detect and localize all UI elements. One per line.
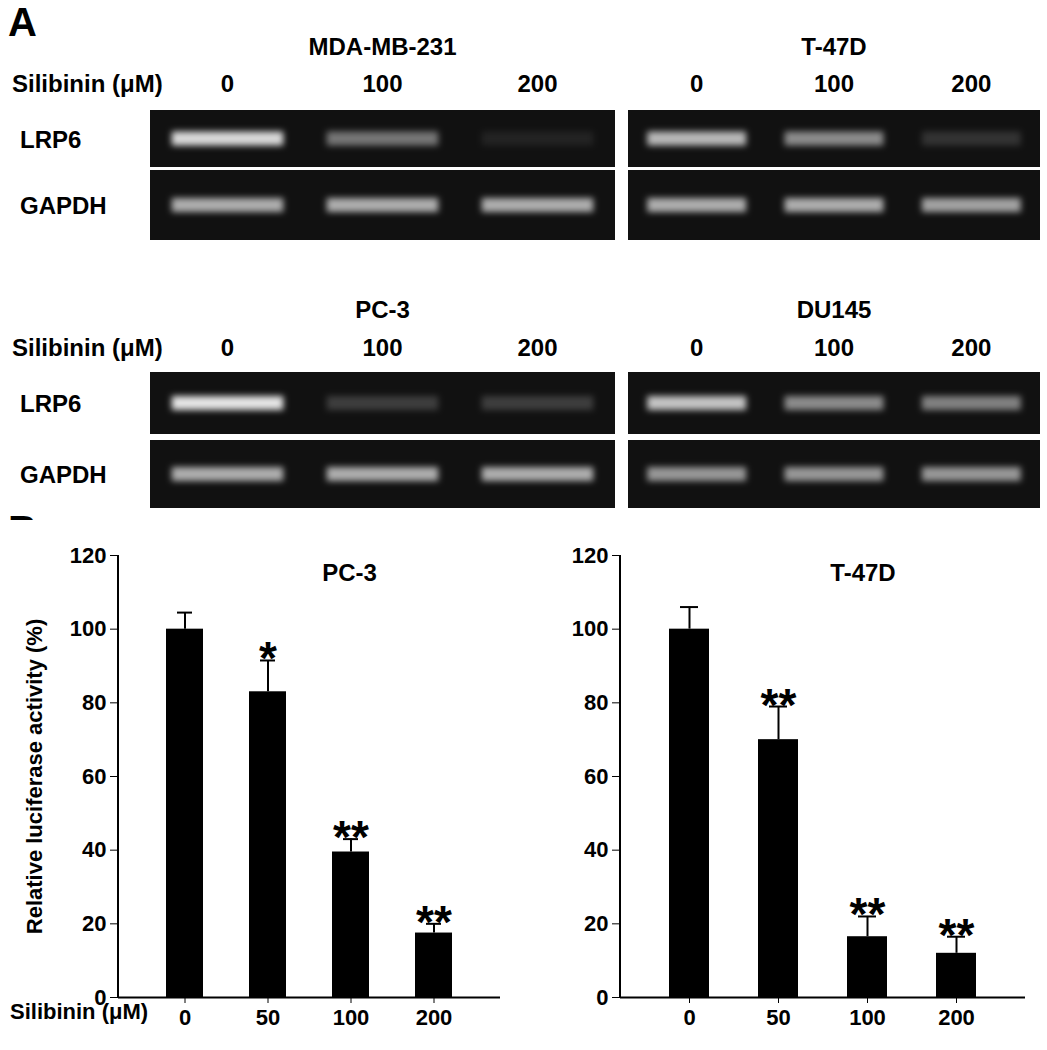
svg-text:20: 20: [82, 911, 106, 936]
svg-text:50: 50: [256, 1005, 280, 1030]
svg-text:200: 200: [517, 70, 557, 97]
svg-text:100: 100: [362, 70, 402, 97]
svg-text:0: 0: [683, 1005, 695, 1030]
svg-text:0: 0: [690, 334, 703, 361]
svg-text:200: 200: [951, 70, 991, 97]
svg-text:200: 200: [517, 334, 557, 361]
svg-text:60: 60: [584, 764, 608, 789]
svg-text:LRP6: LRP6: [20, 126, 81, 153]
svg-text:T-47D: T-47D: [801, 33, 866, 60]
svg-text:50: 50: [766, 1005, 790, 1030]
svg-text:100: 100: [849, 1005, 886, 1030]
svg-text:*: *: [259, 632, 277, 684]
svg-text:**: **: [333, 811, 369, 863]
svg-text:0: 0: [221, 70, 234, 97]
svg-text:PC-3: PC-3: [355, 296, 410, 323]
svg-text:GAPDH: GAPDH: [20, 192, 107, 219]
svg-text:Silibinin (μM): Silibinin (μM): [12, 70, 163, 97]
svg-text:40: 40: [82, 837, 106, 862]
svg-text:0: 0: [179, 1005, 191, 1030]
svg-text:**: **: [850, 888, 886, 940]
svg-text:200: 200: [938, 1005, 975, 1030]
svg-text:PC-3: PC-3: [322, 559, 377, 586]
svg-text:120: 120: [572, 543, 609, 568]
svg-text:Relative luciferase activity (: Relative luciferase activity (%): [22, 619, 47, 934]
svg-text:80: 80: [82, 690, 106, 715]
svg-text:100: 100: [814, 334, 854, 361]
svg-text:GAPDH: GAPDH: [20, 461, 107, 488]
svg-text:0: 0: [221, 334, 234, 361]
svg-text:80: 80: [584, 690, 608, 715]
svg-text:DU145: DU145: [797, 296, 872, 323]
svg-text:40: 40: [584, 837, 608, 862]
svg-text:100: 100: [362, 334, 402, 361]
svg-text:100: 100: [814, 70, 854, 97]
svg-text:0: 0: [690, 70, 703, 97]
svg-text:0: 0: [596, 985, 608, 1010]
svg-text:MDA-MB-231: MDA-MB-231: [308, 33, 456, 60]
svg-text:Silibinin (μM): Silibinin (μM): [12, 334, 163, 361]
svg-text:200: 200: [416, 1005, 453, 1030]
svg-text:200: 200: [951, 334, 991, 361]
svg-text:LRP6: LRP6: [20, 390, 81, 417]
svg-text:**: **: [416, 896, 452, 948]
svg-text:**: **: [939, 909, 975, 961]
svg-text:60: 60: [82, 764, 106, 789]
svg-text:20: 20: [584, 911, 608, 936]
svg-text:100: 100: [70, 616, 107, 641]
svg-text:120: 120: [70, 543, 107, 568]
svg-text:**: **: [761, 679, 797, 731]
svg-text:100: 100: [572, 616, 609, 641]
svg-text:T-47D: T-47D: [830, 559, 895, 586]
svg-text:100: 100: [333, 1005, 370, 1030]
